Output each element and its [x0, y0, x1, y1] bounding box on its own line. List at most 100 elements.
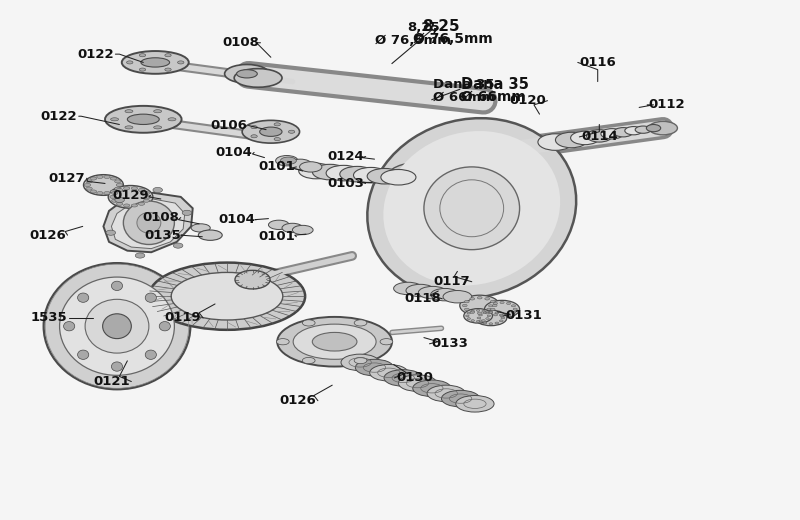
Ellipse shape — [341, 354, 379, 371]
Ellipse shape — [486, 308, 491, 310]
Ellipse shape — [487, 315, 490, 317]
Ellipse shape — [614, 127, 633, 137]
Ellipse shape — [482, 310, 486, 312]
Ellipse shape — [153, 187, 162, 192]
Ellipse shape — [570, 131, 599, 145]
Text: 0126: 0126 — [30, 229, 66, 242]
Ellipse shape — [174, 243, 183, 248]
Ellipse shape — [340, 166, 375, 182]
Text: 0108: 0108 — [222, 36, 259, 49]
Ellipse shape — [302, 357, 315, 363]
Text: 0133: 0133 — [431, 337, 468, 350]
Text: Dana 35: Dana 35 — [461, 76, 529, 92]
Ellipse shape — [499, 320, 503, 322]
Text: 0135: 0135 — [144, 229, 181, 242]
Ellipse shape — [416, 227, 487, 254]
Ellipse shape — [111, 281, 122, 291]
Text: 0103: 0103 — [327, 177, 364, 190]
Ellipse shape — [467, 318, 470, 319]
Ellipse shape — [538, 134, 573, 150]
Ellipse shape — [131, 187, 138, 190]
Ellipse shape — [59, 277, 174, 375]
Ellipse shape — [111, 191, 118, 194]
Ellipse shape — [110, 196, 116, 199]
Ellipse shape — [86, 187, 92, 190]
Ellipse shape — [83, 175, 123, 196]
Ellipse shape — [260, 127, 282, 136]
Polygon shape — [103, 193, 193, 252]
Text: 0108: 0108 — [142, 211, 179, 224]
Ellipse shape — [494, 314, 498, 316]
Ellipse shape — [456, 396, 494, 412]
Ellipse shape — [442, 391, 480, 407]
Ellipse shape — [143, 199, 150, 202]
Ellipse shape — [302, 320, 315, 326]
Ellipse shape — [251, 135, 258, 138]
Ellipse shape — [116, 184, 122, 187]
Ellipse shape — [278, 317, 392, 367]
Ellipse shape — [501, 317, 505, 319]
Ellipse shape — [384, 370, 422, 386]
Ellipse shape — [225, 64, 270, 83]
Ellipse shape — [110, 177, 117, 180]
Text: 0101: 0101 — [258, 160, 295, 173]
Text: 0120: 0120 — [509, 94, 546, 107]
Ellipse shape — [146, 293, 156, 302]
Ellipse shape — [485, 301, 519, 318]
Ellipse shape — [165, 68, 171, 71]
Ellipse shape — [625, 126, 642, 135]
Ellipse shape — [380, 339, 393, 345]
Text: Ø 66mm: Ø 66mm — [461, 90, 526, 104]
Ellipse shape — [123, 204, 130, 207]
Ellipse shape — [326, 165, 362, 181]
Ellipse shape — [122, 51, 189, 74]
Ellipse shape — [293, 324, 376, 359]
Ellipse shape — [139, 68, 146, 71]
Ellipse shape — [282, 223, 302, 232]
Ellipse shape — [462, 304, 467, 307]
Ellipse shape — [251, 126, 258, 129]
Ellipse shape — [235, 270, 270, 289]
Ellipse shape — [511, 305, 515, 307]
Ellipse shape — [127, 114, 159, 124]
Ellipse shape — [90, 190, 97, 193]
Ellipse shape — [367, 168, 402, 184]
Ellipse shape — [242, 120, 299, 143]
Ellipse shape — [90, 177, 97, 180]
Ellipse shape — [123, 201, 174, 244]
Ellipse shape — [191, 224, 210, 232]
Ellipse shape — [108, 186, 153, 209]
Ellipse shape — [274, 123, 281, 126]
Ellipse shape — [460, 295, 500, 316]
Ellipse shape — [105, 106, 182, 133]
Ellipse shape — [489, 311, 493, 313]
Text: 0112: 0112 — [649, 98, 686, 111]
Ellipse shape — [475, 310, 507, 326]
Ellipse shape — [104, 175, 110, 178]
Ellipse shape — [269, 220, 289, 229]
Ellipse shape — [586, 129, 612, 142]
Text: 0121: 0121 — [93, 375, 130, 388]
Text: 0104: 0104 — [216, 146, 253, 159]
Ellipse shape — [354, 320, 367, 326]
Ellipse shape — [500, 302, 504, 304]
Ellipse shape — [649, 121, 678, 135]
Ellipse shape — [97, 191, 103, 194]
Ellipse shape — [511, 311, 515, 314]
Ellipse shape — [237, 70, 258, 78]
Text: 0116: 0116 — [579, 56, 616, 69]
Ellipse shape — [500, 315, 504, 317]
Ellipse shape — [466, 315, 469, 317]
Text: 0118: 0118 — [404, 292, 441, 305]
Ellipse shape — [125, 126, 133, 129]
Ellipse shape — [490, 301, 495, 303]
Ellipse shape — [277, 339, 289, 345]
Ellipse shape — [430, 289, 459, 301]
Ellipse shape — [388, 162, 476, 193]
Ellipse shape — [486, 313, 489, 314]
Ellipse shape — [485, 311, 490, 314]
Ellipse shape — [114, 180, 121, 183]
Ellipse shape — [464, 301, 469, 303]
Ellipse shape — [63, 321, 74, 331]
Text: 0119: 0119 — [165, 311, 202, 324]
